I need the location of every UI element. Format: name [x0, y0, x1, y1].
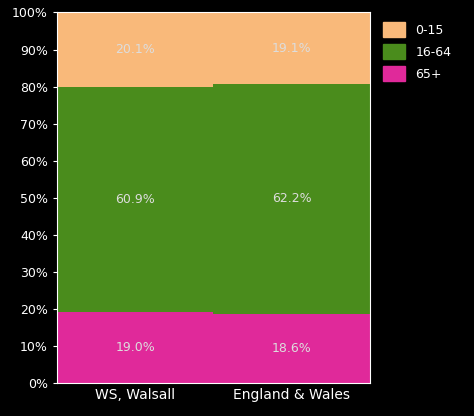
- Legend: 0-15, 16-64, 65+: 0-15, 16-64, 65+: [379, 19, 455, 84]
- Bar: [57, 12, 213, 87]
- Bar: [213, 314, 370, 383]
- Text: 60.9%: 60.9%: [115, 193, 155, 206]
- Text: 19.0%: 19.0%: [115, 341, 155, 354]
- Bar: [213, 13, 370, 84]
- Text: 18.6%: 18.6%: [272, 342, 311, 355]
- Text: 20.1%: 20.1%: [115, 43, 155, 56]
- Bar: [57, 87, 213, 312]
- Text: 62.2%: 62.2%: [272, 192, 311, 205]
- Bar: [57, 312, 213, 383]
- Bar: [213, 84, 370, 314]
- Text: 19.1%: 19.1%: [272, 42, 311, 55]
